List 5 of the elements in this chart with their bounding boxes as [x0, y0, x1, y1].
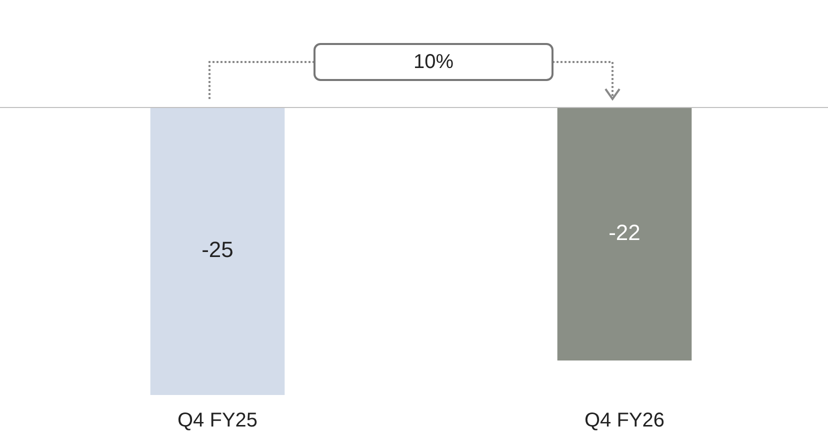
- data-label: -25: [202, 237, 234, 262]
- x-tick-label: Q4 FY26: [584, 410, 665, 432]
- data-label: -22: [608, 220, 640, 245]
- text: 10%: [314, 44, 552, 80]
- x-tick-label: Q4 FY25: [177, 410, 258, 432]
